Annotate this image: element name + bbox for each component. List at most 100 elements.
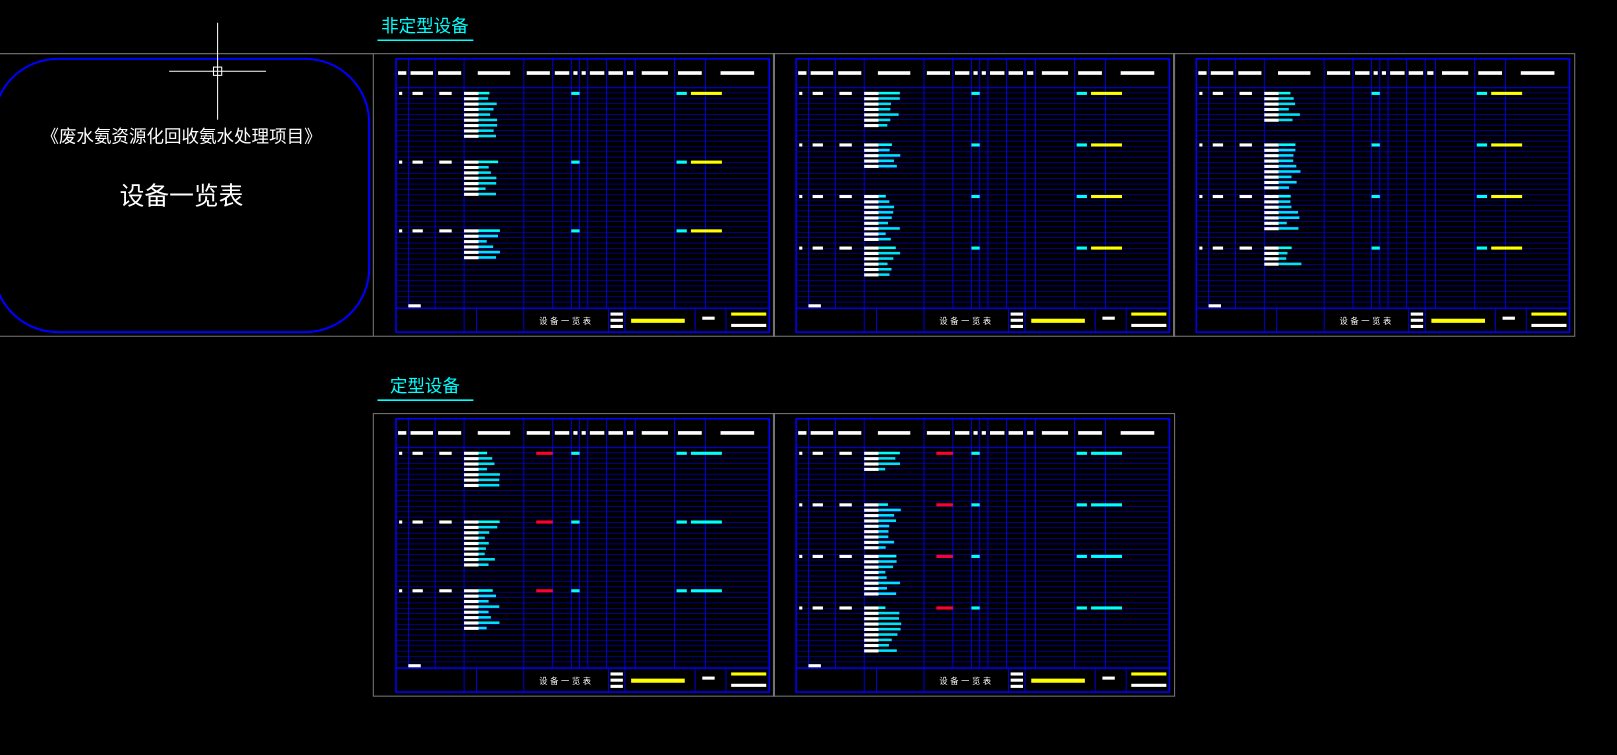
spec-text bbox=[464, 176, 479, 180]
drawing-no bbox=[690, 160, 722, 164]
spec-value bbox=[878, 560, 897, 563]
spec-value bbox=[1278, 180, 1297, 184]
qty bbox=[1076, 554, 1087, 558]
spec-text bbox=[464, 182, 479, 186]
spec-text bbox=[464, 124, 479, 128]
spec-text bbox=[464, 605, 479, 609]
header-label bbox=[1327, 71, 1351, 75]
item-code bbox=[812, 606, 823, 610]
spec-text bbox=[864, 457, 879, 461]
spec-text bbox=[1264, 262, 1279, 266]
header-label bbox=[608, 71, 623, 75]
spec-value bbox=[1278, 143, 1296, 146]
tb-white bbox=[702, 676, 715, 680]
model-no bbox=[536, 589, 553, 593]
spec-value bbox=[478, 229, 500, 232]
spec-value bbox=[878, 576, 887, 579]
model-no bbox=[536, 451, 553, 455]
header-label bbox=[554, 71, 570, 75]
spec-text bbox=[464, 621, 479, 625]
header-label bbox=[398, 71, 407, 75]
cover-title: 设备一览表 bbox=[120, 181, 244, 210]
tb-white bbox=[1131, 323, 1167, 327]
item-code bbox=[412, 91, 423, 95]
material bbox=[571, 160, 580, 164]
header-label bbox=[838, 71, 862, 75]
spec-value bbox=[1278, 175, 1292, 179]
header-label bbox=[1008, 71, 1023, 75]
spec-text bbox=[464, 462, 479, 466]
spec-text bbox=[464, 531, 479, 535]
spec-value bbox=[878, 462, 901, 466]
header-label bbox=[973, 431, 978, 435]
spec-value bbox=[478, 234, 499, 238]
sheet-title: 设 备 一 览 表 bbox=[1340, 316, 1392, 326]
spec-value bbox=[478, 256, 497, 259]
tb-white bbox=[610, 684, 623, 688]
spec-text bbox=[464, 102, 479, 106]
qty bbox=[676, 589, 687, 593]
item-no bbox=[399, 160, 403, 164]
spec-text bbox=[864, 154, 879, 158]
spec-value bbox=[478, 531, 490, 534]
spec-value bbox=[478, 552, 485, 556]
spec-value bbox=[878, 273, 890, 276]
spec-value bbox=[878, 159, 895, 163]
qty bbox=[676, 91, 687, 95]
spec-value bbox=[1278, 257, 1287, 260]
spec-text bbox=[1264, 227, 1279, 231]
spec-text bbox=[864, 148, 879, 152]
spec-value bbox=[478, 610, 489, 614]
header-label bbox=[973, 71, 978, 75]
material bbox=[971, 246, 980, 250]
qty bbox=[1076, 194, 1087, 199]
spec-text bbox=[864, 227, 879, 231]
drawing-no bbox=[1091, 503, 1122, 507]
tb-yellow bbox=[631, 318, 685, 323]
spec-value bbox=[478, 102, 497, 106]
item-code bbox=[1212, 91, 1224, 95]
qty bbox=[676, 451, 687, 455]
drawing-no bbox=[1491, 246, 1523, 250]
spec-value bbox=[1278, 194, 1291, 198]
tb-white bbox=[1010, 684, 1023, 688]
spec-value bbox=[478, 165, 489, 169]
spec-text bbox=[464, 250, 479, 254]
header-label bbox=[1478, 71, 1503, 75]
spec-text bbox=[864, 237, 879, 241]
material bbox=[1371, 143, 1380, 147]
spec-value bbox=[878, 232, 886, 236]
item-code bbox=[812, 503, 823, 507]
item-no bbox=[1199, 194, 1203, 199]
spec-value bbox=[878, 581, 900, 585]
header-label bbox=[1027, 71, 1034, 75]
spec-value bbox=[878, 546, 886, 549]
project-title: 《废水氨资源化回收氨水处理项目》 bbox=[41, 127, 321, 147]
item-code bbox=[812, 91, 823, 95]
item-name bbox=[839, 143, 852, 147]
spec-value bbox=[878, 554, 897, 558]
tb-white bbox=[1010, 678, 1023, 682]
item-code bbox=[412, 229, 423, 233]
header-label bbox=[477, 431, 511, 435]
spec-text bbox=[1264, 205, 1279, 209]
sheet-frame bbox=[372, 413, 775, 697]
spec-text bbox=[1264, 180, 1279, 185]
tb-white bbox=[1010, 312, 1023, 316]
material bbox=[571, 91, 580, 95]
spec-value bbox=[478, 457, 493, 460]
qty bbox=[1076, 503, 1087, 507]
spec-value bbox=[1278, 97, 1294, 100]
spec-value bbox=[1278, 216, 1300, 219]
spec-value bbox=[1278, 102, 1296, 106]
spec-value bbox=[878, 246, 896, 250]
material bbox=[971, 554, 980, 558]
spec-text bbox=[864, 221, 879, 225]
spec-text bbox=[864, 216, 879, 220]
header-label bbox=[981, 71, 986, 75]
tb-white bbox=[1010, 672, 1023, 676]
item-code bbox=[1212, 194, 1224, 199]
spec-value bbox=[478, 483, 500, 487]
item-code bbox=[812, 194, 823, 199]
spec-value bbox=[478, 616, 491, 619]
